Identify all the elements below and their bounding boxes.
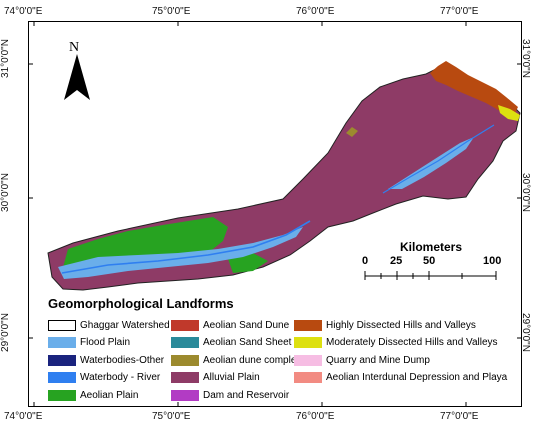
legend-item: Aeolian Sand Dune bbox=[171, 318, 289, 332]
flood-plain-region bbox=[388, 137, 474, 189]
legend-label: Aeolian Sand Sheet bbox=[203, 337, 292, 348]
legend-swatch bbox=[171, 337, 199, 348]
scale-title: Kilometers bbox=[400, 240, 463, 254]
bottom-lon-label: 75°0'0"E bbox=[152, 411, 191, 422]
scale-label: 0 bbox=[362, 255, 369, 267]
north-arrow-icon bbox=[64, 54, 90, 100]
legend-item: Quarry and Mine Dump bbox=[294, 353, 430, 367]
top-lon-label: 76°0'0"E bbox=[296, 6, 335, 17]
legend-label: Aeolian Interdunal Depression and Playa bbox=[326, 372, 508, 383]
legend-item: Dam and Reservoir bbox=[171, 388, 289, 402]
legend-swatch bbox=[171, 389, 199, 401]
legend-swatch bbox=[294, 372, 322, 383]
legend-label: Flood Plain bbox=[80, 337, 131, 348]
legend-label: Aeolian Plain bbox=[80, 389, 139, 401]
legend-label: Waterbody - River bbox=[80, 372, 161, 383]
highly-dissected-hills-region bbox=[430, 61, 518, 115]
legend-swatch bbox=[294, 354, 322, 366]
legend-item: Aeolian Plain bbox=[48, 388, 138, 402]
scale-label: 50 bbox=[423, 255, 436, 267]
scale-bar-graphic bbox=[364, 271, 497, 280]
river-line bbox=[61, 220, 311, 274]
legend-item: Aeolian dune complex bbox=[171, 353, 301, 367]
aeolian-dune-complex-region bbox=[346, 127, 358, 137]
legend-swatch bbox=[294, 337, 322, 348]
legend-label: Quarry and Mine Dump bbox=[326, 354, 430, 366]
legend-item: Aeolian Interdunal Depression and Playa bbox=[294, 371, 507, 385]
legend-label: Dam and Reservoir bbox=[203, 389, 290, 401]
scale-label: 100 bbox=[483, 255, 502, 267]
north-label: N bbox=[69, 40, 80, 55]
legend-swatch bbox=[171, 354, 199, 366]
legend-item: Alluvial Plain bbox=[171, 371, 260, 385]
legend-swatch bbox=[48, 354, 76, 366]
left-lat-label: 29°0'0"N bbox=[0, 313, 11, 352]
flood-plain-region bbox=[58, 227, 303, 279]
legend-label: Alluvial Plain bbox=[203, 372, 260, 383]
frame-ticks bbox=[28, 21, 522, 407]
bottom-lon-label: 76°0'0"E bbox=[296, 411, 335, 422]
scale-label: 25 bbox=[390, 255, 403, 267]
legend-swatch bbox=[171, 319, 199, 331]
legend-swatch bbox=[48, 372, 76, 383]
legend-label: Ghaggar Watershed bbox=[80, 319, 170, 331]
top-lon-label: 75°0'0"E bbox=[152, 6, 191, 17]
legend-swatch bbox=[48, 319, 76, 331]
left-lat-label: 30°0'0"N bbox=[0, 173, 11, 212]
legend-item: Waterbody - River bbox=[48, 371, 160, 385]
top-lon-label: 74°0'0"E bbox=[4, 6, 43, 17]
watershed-map bbox=[28, 21, 522, 407]
legend-swatch bbox=[294, 319, 322, 331]
bottom-lon-label: 77°0'0"E bbox=[440, 411, 479, 422]
legend-label: Aeolian dune complex bbox=[203, 354, 302, 366]
scale-bar: Kilometers 0 25 50 100 bbox=[362, 240, 502, 280]
legend-label: Moderately Dissected Hills and Valleys bbox=[326, 337, 498, 348]
legend: Geomorphological Landforms Ghaggar Water… bbox=[44, 294, 519, 404]
legend-label: Aeolian Sand Dune bbox=[203, 319, 290, 331]
legend-swatch bbox=[171, 372, 199, 383]
legend-item: Aeolian Sand Sheet bbox=[171, 336, 291, 350]
legend-item: Highly Dissected Hills and Valleys bbox=[294, 318, 476, 332]
legend-item: Flood Plain bbox=[48, 336, 130, 350]
river-line bbox=[382, 124, 495, 194]
legend-label: Waterbodies-Other bbox=[80, 354, 165, 366]
moderately-dissected-hills-region bbox=[498, 105, 520, 121]
legend-swatch bbox=[48, 389, 76, 401]
bottom-lon-label: 74°0'0"E bbox=[4, 411, 43, 422]
legend-swatch bbox=[48, 337, 76, 348]
legend-item: Waterbodies-Other bbox=[48, 353, 164, 367]
legend-item: Ghaggar Watershed bbox=[48, 318, 170, 332]
left-lat-label: 31°0'0"N bbox=[0, 39, 11, 78]
legend-label: Highly Dissected Hills and Valleys bbox=[326, 319, 476, 331]
legend-title: Geomorphological Landforms bbox=[48, 296, 234, 311]
aeolian-plain-region bbox=[228, 253, 268, 273]
legend-item: Moderately Dissected Hills and Valleys bbox=[294, 336, 498, 350]
top-lon-label: 77°0'0"E bbox=[440, 6, 479, 17]
